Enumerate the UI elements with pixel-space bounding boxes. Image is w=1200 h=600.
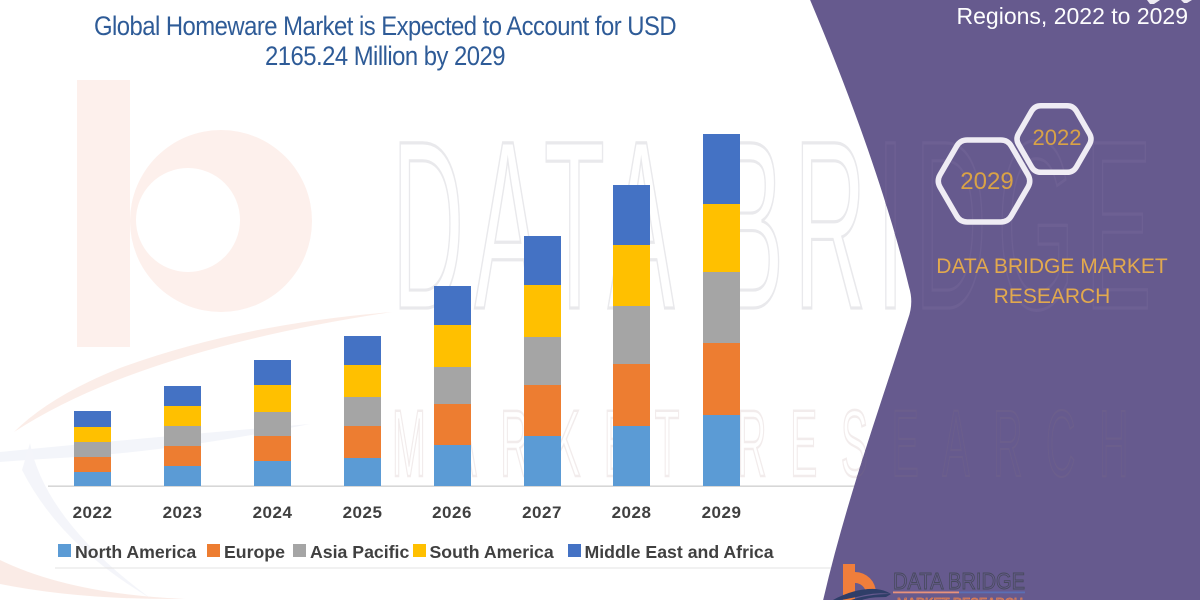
svg-text:MARKET RESEARCH: MARKET RESEARCH bbox=[897, 595, 1023, 600]
svg-text:DATA BRIDGE: DATA BRIDGE bbox=[893, 568, 1025, 594]
